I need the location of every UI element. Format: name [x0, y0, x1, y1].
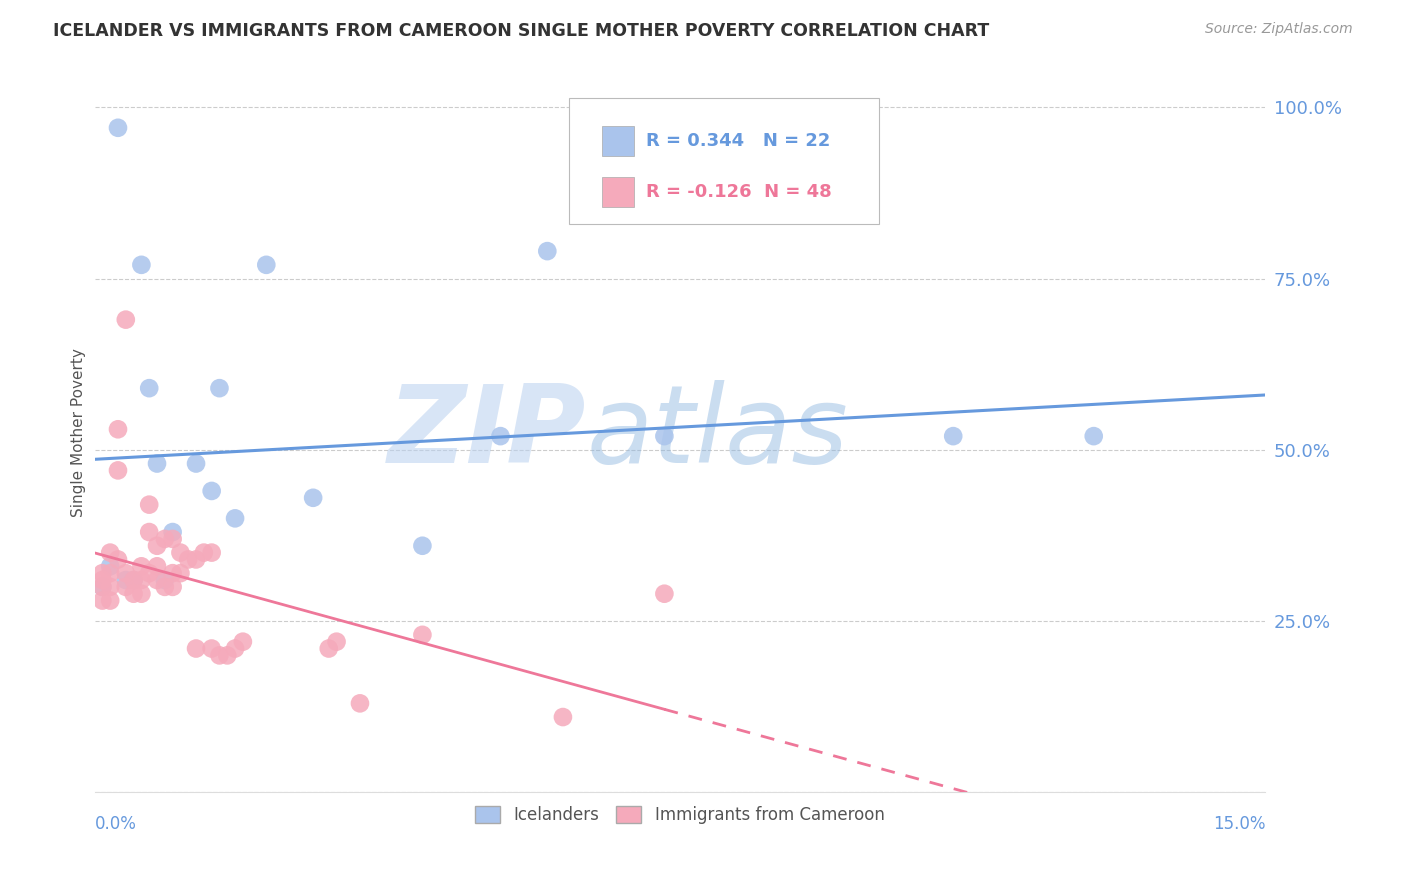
Point [942, 429, 965, 443]
Point [318, 641, 340, 656]
Point [536, 244, 558, 259]
Point [91, 580, 114, 594]
Point [122, 587, 145, 601]
Point [489, 429, 512, 443]
Point [107, 120, 129, 135]
Point [551, 710, 574, 724]
Point [146, 457, 169, 471]
Point [162, 524, 184, 539]
Point [91, 566, 114, 581]
Point [138, 498, 160, 512]
Point [1083, 429, 1105, 443]
Point [138, 566, 160, 581]
Point [201, 641, 224, 656]
Point [325, 634, 347, 648]
Point [169, 566, 191, 581]
Point [224, 511, 246, 525]
Text: Source: ZipAtlas.com: Source: ZipAtlas.com [1205, 22, 1353, 37]
Point [91, 573, 114, 587]
Point [131, 587, 153, 601]
Point [107, 422, 129, 436]
Point [201, 483, 224, 498]
Point [138, 381, 160, 395]
Point [131, 573, 153, 587]
Text: atlas: atlas [586, 380, 848, 485]
Text: ZIP: ZIP [388, 380, 586, 486]
FancyBboxPatch shape [569, 98, 879, 224]
Point [131, 559, 153, 574]
Point [193, 546, 215, 560]
Point [162, 580, 184, 594]
Point [122, 573, 145, 587]
Point [107, 463, 129, 477]
Point [131, 258, 153, 272]
Point [254, 258, 277, 272]
Point [153, 532, 176, 546]
Point [208, 381, 231, 395]
Point [91, 580, 114, 594]
Point [162, 532, 184, 546]
Point [349, 697, 371, 711]
Point [138, 524, 160, 539]
Point [98, 566, 121, 581]
Point [98, 559, 121, 574]
Point [146, 573, 169, 587]
Point [232, 634, 254, 648]
Point [184, 641, 207, 656]
Legend: Icelanders, Immigrants from Cameroon: Icelanders, Immigrants from Cameroon [468, 799, 891, 830]
FancyBboxPatch shape [602, 126, 634, 156]
Point [217, 648, 239, 663]
Point [114, 580, 136, 594]
Point [169, 546, 191, 560]
Point [184, 457, 207, 471]
Point [208, 648, 231, 663]
Text: R = 0.344   N = 22: R = 0.344 N = 22 [647, 132, 831, 150]
Point [114, 312, 136, 326]
Point [91, 593, 114, 607]
Point [153, 573, 176, 587]
Point [201, 546, 224, 560]
Point [302, 491, 325, 505]
Point [177, 552, 200, 566]
Point [654, 587, 676, 601]
Point [122, 573, 145, 587]
Point [114, 573, 136, 587]
Point [114, 566, 136, 581]
Point [146, 559, 169, 574]
Point [411, 628, 433, 642]
Point [411, 539, 433, 553]
Point [146, 539, 169, 553]
Point [153, 580, 176, 594]
Text: 0.0%: 0.0% [94, 815, 136, 833]
Point [98, 546, 121, 560]
Text: R = -0.126  N = 48: R = -0.126 N = 48 [647, 184, 832, 202]
FancyBboxPatch shape [602, 178, 634, 208]
Point [654, 429, 676, 443]
Text: 15.0%: 15.0% [1213, 815, 1265, 833]
Point [224, 641, 246, 656]
Point [98, 580, 121, 594]
Point [107, 552, 129, 566]
Y-axis label: Single Mother Poverty: Single Mother Poverty [72, 348, 86, 517]
Point [98, 593, 121, 607]
Point [184, 552, 207, 566]
Point [162, 566, 184, 581]
Text: ICELANDER VS IMMIGRANTS FROM CAMEROON SINGLE MOTHER POVERTY CORRELATION CHART: ICELANDER VS IMMIGRANTS FROM CAMEROON SI… [53, 22, 990, 40]
